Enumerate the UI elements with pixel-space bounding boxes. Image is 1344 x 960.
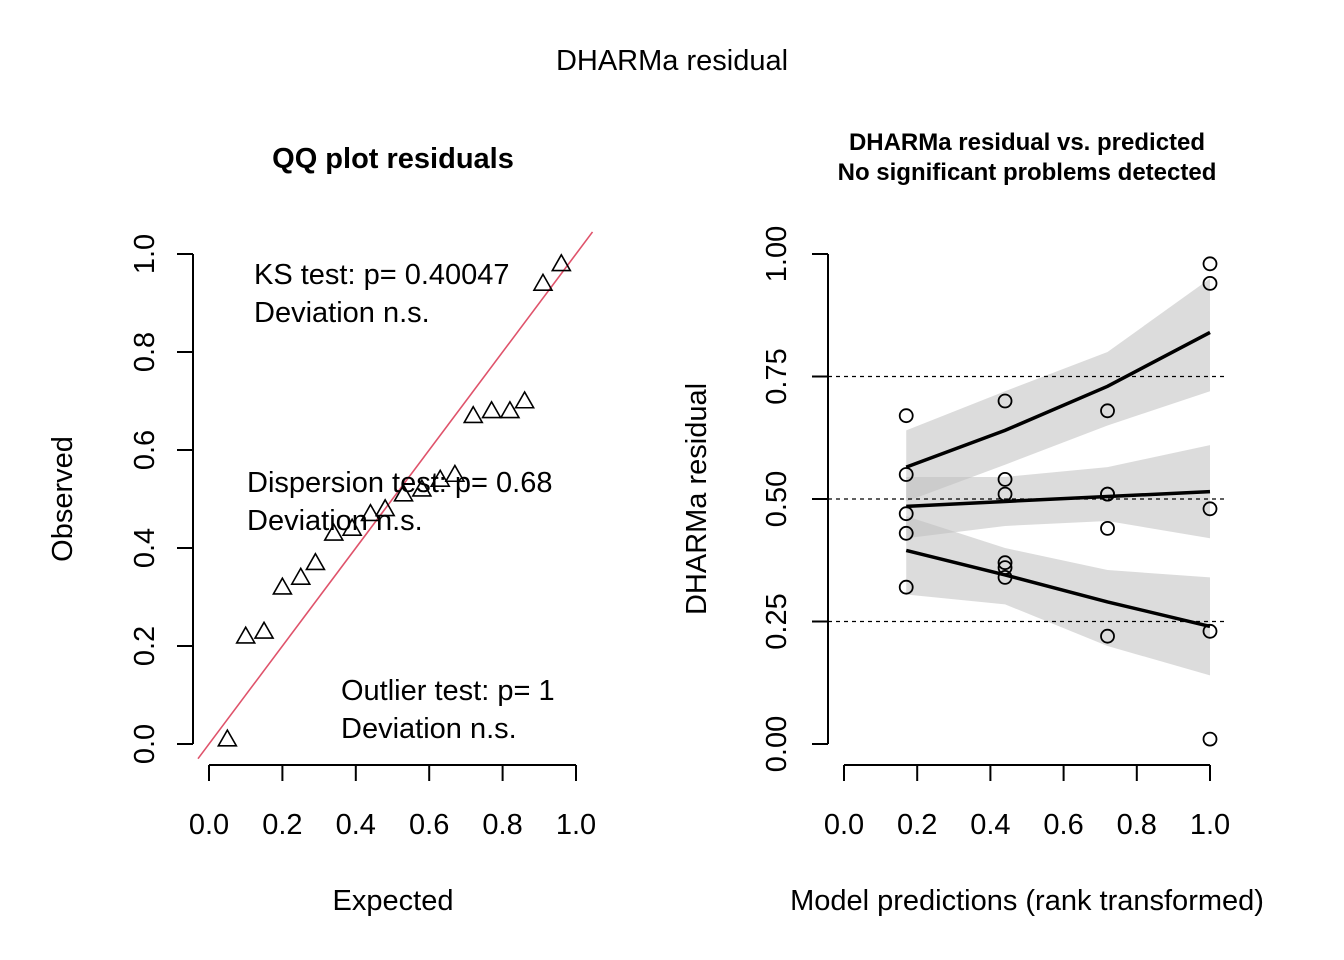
qq-annotation-line: Deviation n.s. (247, 505, 423, 537)
res-x-tick-label: 0.6 (1043, 809, 1083, 841)
qq-point (499, 400, 521, 419)
residual-point (1100, 628, 1115, 644)
qq-annotations: KS test: p= 0.40047 Deviation n.s. Dispers… (247, 259, 555, 745)
residual-points (898, 256, 1218, 747)
qq-x-tick-label: 0.8 (482, 809, 522, 841)
qq-y-tick-label: 0.2 (129, 626, 161, 666)
residual-point (898, 506, 914, 522)
qq-ylabel: Observed (47, 436, 79, 562)
residual-point (1202, 275, 1218, 291)
qq-point (323, 522, 345, 541)
res-x-tick-label: 1.0 (1190, 809, 1230, 841)
residual-point (898, 579, 914, 595)
res-subtitle: No significant problems detected (838, 159, 1217, 186)
qq-xlabel: Expected (333, 885, 454, 917)
qq-reference-line (197, 231, 594, 760)
res-title: DHARMa residual vs. predicted (849, 129, 1205, 156)
qq-x-tick-label: 0.0 (189, 809, 229, 841)
qq-annotation-line: Outlier test: p= 1 (341, 675, 555, 707)
qq-point (341, 517, 363, 536)
qq-point (532, 272, 554, 291)
res-y-tick-label: 0.00 (761, 716, 793, 772)
res-x-tick-label: 0.4 (970, 809, 1010, 841)
qq-point (429, 468, 451, 487)
qq-point (514, 390, 535, 409)
qq-reference-line-group (197, 231, 594, 760)
quantile-regression-line (905, 548, 1211, 629)
residual-point (1202, 501, 1218, 517)
residual-point (1202, 623, 1218, 639)
residual-point (1202, 731, 1218, 747)
residual-point (1100, 486, 1115, 502)
residual-point (997, 393, 1013, 409)
figure-suptitle: DHARMa residual (556, 45, 788, 77)
qq-points (216, 253, 572, 747)
res-y-tick-label: 1.00 (761, 226, 793, 282)
residual-axes: 0.0 0.2 0.4 0.6 0.8 1.0 0.00 0.25 0.50 0.75 1.00 (761, 226, 1230, 841)
res-x-tick-label: 0.8 (1117, 809, 1157, 841)
quantile-confidence-band (906, 445, 1210, 539)
res-ylabel: DHARMa residual (681, 383, 713, 615)
qq-annotation-line: KS test: p= 0.40047 (254, 259, 510, 291)
residual-point (997, 560, 1013, 575)
qq-x-tick-label: 0.4 (336, 809, 376, 841)
residual-quantile-lines (905, 330, 1211, 629)
res-xlabel: Model predictions (rank transformed) (790, 885, 1264, 917)
qq-plot-panel: QQ plot residuals Expected Observed 0.0 0… (47, 143, 596, 917)
qq-annotation-line: Deviation n.s. (254, 297, 430, 329)
qq-x-tick-label: 0.2 (262, 809, 302, 841)
qq-annotation-line: Deviation n.s. (341, 713, 517, 745)
residual-vs-predicted-panel: DHARMa residual vs. predicted No signifi… (681, 129, 1264, 917)
residual-reference-lines (828, 375, 1226, 623)
residual-point (997, 486, 1013, 502)
quantile-confidence-band (906, 278, 1210, 502)
qq-point (481, 400, 502, 419)
qq-y-tick-label: 0.0 (129, 724, 161, 764)
quantile-confidence-band (906, 516, 1210, 676)
res-y-tick-label: 0.50 (761, 471, 793, 527)
qq-x-tick-label: 0.6 (409, 809, 449, 841)
res-y-tick-label: 0.75 (761, 348, 793, 404)
qq-y-tick-label: 1.0 (129, 234, 161, 274)
qq-point (550, 253, 572, 272)
qq-point (235, 625, 257, 644)
qq-title: QQ plot residuals (272, 143, 514, 175)
residual-point (1202, 256, 1218, 272)
residual-point (997, 471, 1013, 487)
qq-axes: 0.0 0.2 0.4 0.6 0.8 1.0 0.0 0.2 0.4 0.6 0.8 1.0 (129, 234, 596, 841)
residual-point (898, 525, 914, 541)
residual-confidence-bands (906, 278, 1210, 676)
qq-point (411, 478, 433, 497)
residual-point (898, 467, 914, 482)
res-y-tick-label: 0.25 (761, 593, 793, 649)
res-x-tick-label: 0.0 (824, 809, 864, 841)
qq-point (290, 566, 312, 585)
qq-point (253, 620, 275, 639)
residual-point (898, 408, 914, 424)
qq-y-tick-label: 0.8 (129, 332, 161, 372)
qq-point (216, 728, 238, 747)
residual-point (1100, 521, 1115, 536)
qq-point (305, 552, 326, 571)
qq-point (393, 483, 414, 502)
residual-point (997, 555, 1013, 571)
qq-point (272, 576, 293, 595)
qq-point (360, 503, 381, 522)
qq-point (444, 463, 466, 483)
res-x-tick-label: 0.2 (897, 809, 937, 841)
qq-annotation-line: Dispersion test: p= 0.68 (247, 467, 552, 499)
qq-x-tick-label: 1.0 (556, 809, 596, 841)
residual-point (1100, 403, 1115, 419)
quantile-regression-line (905, 330, 1211, 469)
qq-y-tick-label: 0.4 (129, 528, 161, 568)
quantile-regression-line (906, 489, 1211, 509)
residual-point (997, 570, 1013, 585)
qq-point (374, 498, 396, 517)
qq-y-tick-label: 0.6 (129, 430, 161, 470)
qq-point (462, 405, 484, 424)
